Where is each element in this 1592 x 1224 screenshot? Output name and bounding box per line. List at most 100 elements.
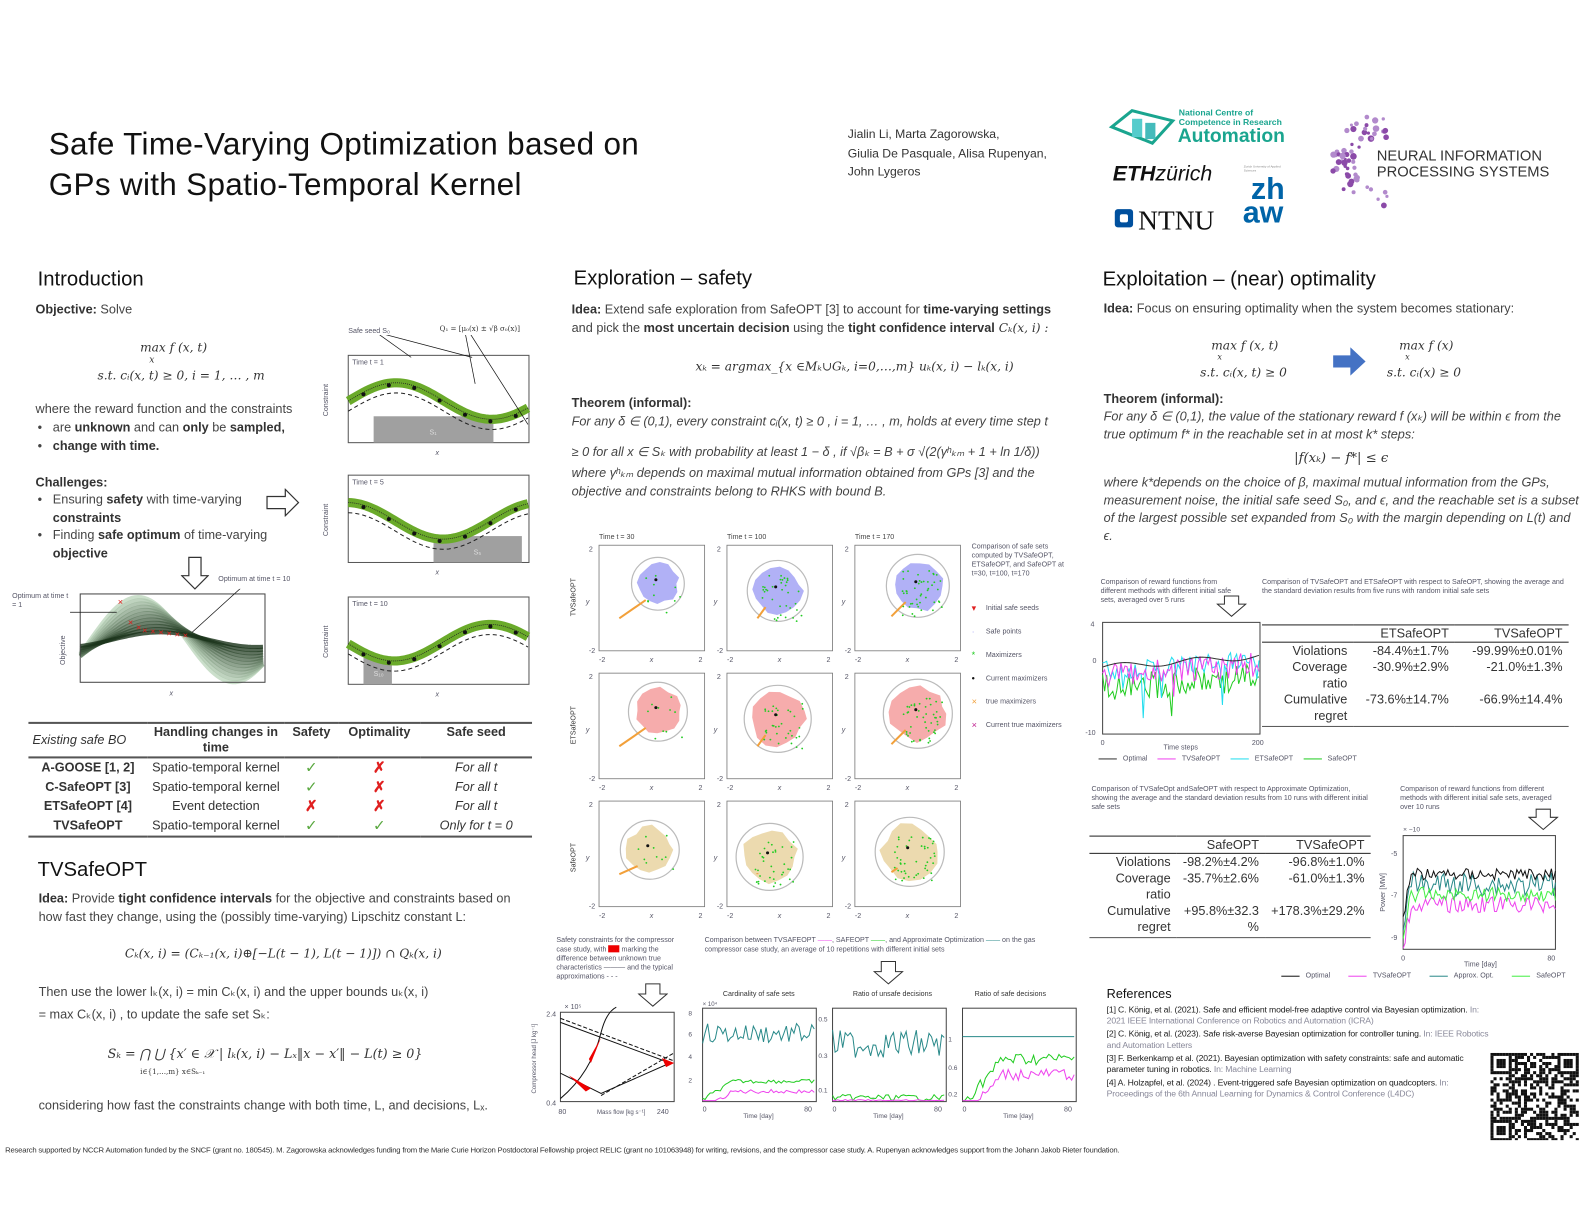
axis-tick-label: 0.1	[818, 1087, 827, 1094]
qr-module	[1508, 1062, 1512, 1066]
axis-tick-label: 0	[1401, 954, 1405, 962]
maximizer-point	[924, 721, 927, 723]
qr-module	[1536, 1132, 1540, 1136]
qr-module	[1539, 1110, 1543, 1114]
row-label: Violations	[1292, 643, 1348, 658]
exploration-theorem: Theorem (informal): For any δ ∈ (0,1), e…	[571, 395, 1048, 499]
table-row: Coverage ratio -30.9%±2.9% -21.0%±1.3%	[1262, 659, 1569, 691]
qr-module	[1517, 1116, 1521, 1120]
axis-tick-label: 2	[589, 545, 593, 553]
maximizer-point	[798, 735, 801, 738]
maximizer-point	[917, 709, 920, 712]
logo-dot	[1364, 114, 1370, 120]
qr-module	[1545, 1116, 1549, 1120]
qr-module	[1536, 1125, 1540, 1130]
table-cell: -35.7%±2.6%	[1182, 871, 1259, 886]
qr-module	[1536, 1138, 1540, 1141]
row-label: Coverage ratio	[1115, 871, 1171, 902]
maximizer-point	[935, 700, 938, 703]
qr-module	[1563, 1062, 1567, 1066]
qr-module	[1490, 1132, 1494, 1136]
qr-module	[1539, 1080, 1543, 1084]
qr-module	[1502, 1089, 1506, 1093]
arrow-right-icon	[1333, 347, 1366, 376]
qr-module	[1539, 1089, 1543, 1093]
maximizer-point	[928, 737, 931, 740]
confidence-interval-equation: Cₖ(x, i) = (Cₖ₋₁(x, i)⊕[−L(t − 1), L(t −…	[124, 946, 442, 961]
qr-code[interactable]	[1490, 1052, 1579, 1141]
reward-panel: × −10 -5 -7 -9 0 80 Time [day] Power [MW]	[1379, 827, 1556, 969]
qr-module	[1502, 1083, 1506, 1087]
legend-label: Maximizers	[985, 651, 1022, 659]
qr-module	[1551, 1125, 1555, 1130]
qr-module	[1545, 1080, 1549, 1084]
qr-module	[1542, 1129, 1546, 1133]
maximizer-point	[783, 863, 786, 866]
qr-module	[1517, 1104, 1521, 1108]
maximizer-point	[903, 870, 906, 872]
table-cell: -73.6%±14.7%	[1353, 691, 1455, 727]
time-label: Time t = 10	[352, 600, 387, 608]
qr-module	[1542, 1080, 1546, 1084]
qr-module	[1563, 1089, 1567, 1093]
qr-module	[1505, 1083, 1509, 1087]
row-label: Violations	[1115, 854, 1171, 870]
qr-module	[1517, 1095, 1521, 1099]
qr-module	[1566, 1129, 1570, 1133]
qr-module	[1554, 1080, 1558, 1084]
series-line	[702, 1022, 815, 1044]
legend-label: Approx. Opt.	[1453, 972, 1494, 980]
axis-label: x	[649, 656, 654, 664]
optimum-marker-icon: ×	[150, 627, 155, 637]
sample-point	[386, 517, 391, 522]
maximizer-point	[790, 846, 793, 848]
qr-module	[1502, 1065, 1506, 1069]
qr-module	[1563, 1104, 1567, 1108]
qr-module	[1551, 1092, 1555, 1096]
qr-module	[1520, 1110, 1524, 1114]
qr-module	[1517, 1135, 1521, 1139]
maximizer-point	[771, 585, 774, 588]
qr-module	[1490, 1086, 1494, 1090]
qr-module	[1505, 1071, 1509, 1075]
maximizer-point	[772, 878, 775, 881]
author-line: John Lygeros	[847, 164, 921, 179]
maximizer-point	[770, 843, 773, 846]
qr-module	[1499, 1138, 1503, 1141]
axis-tick-label: -10	[1085, 729, 1095, 737]
current-maximizer	[774, 585, 778, 589]
maximizer-point	[767, 710, 770, 713]
maximizer-point	[933, 601, 936, 604]
nccr-logo-icon	[1108, 109, 1176, 145]
logo-text: NEURAL INFORMATION	[1376, 148, 1542, 165]
maximizer-point	[922, 877, 925, 880]
safe-set-label: S₁₀	[374, 670, 384, 678]
optimum-marker-icon: ×	[158, 628, 163, 638]
sample-point	[513, 630, 518, 635]
maximizer-point	[790, 856, 793, 859]
maximizer-point	[771, 724, 774, 727]
theorem-label: Theorem (informal):	[1103, 391, 1224, 407]
axis-tick-label: 2	[589, 673, 593, 681]
axis-exponent: × 10⁵	[565, 1003, 582, 1011]
safe-set-region	[743, 830, 798, 885]
legend-label: Initial safe seeds	[985, 605, 1039, 613]
axis-tick-label: 80	[1547, 954, 1555, 962]
comparison-table: Existing safe BO Handling changes in tim…	[28, 721, 533, 838]
logo-text: ETH	[1112, 162, 1156, 186]
axis-label: Time [day]	[1003, 1113, 1034, 1120]
reachable-boundary	[874, 816, 945, 887]
qr-module	[1508, 1125, 1512, 1130]
qr-module	[1502, 1052, 1506, 1056]
maximizer-point	[896, 845, 899, 848]
qr-module	[1545, 1110, 1549, 1114]
table-cell: -21.0%±1.3%	[1486, 659, 1563, 675]
qr-module	[1490, 1062, 1494, 1066]
qr-module	[1502, 1138, 1506, 1141]
qr-module	[1542, 1107, 1546, 1111]
qr-module	[1557, 1065, 1561, 1069]
logo-dot	[1364, 123, 1369, 128]
maximizer-point	[770, 865, 773, 868]
qr-module	[1490, 1071, 1494, 1075]
optimum-marker-icon: ×	[128, 617, 133, 627]
